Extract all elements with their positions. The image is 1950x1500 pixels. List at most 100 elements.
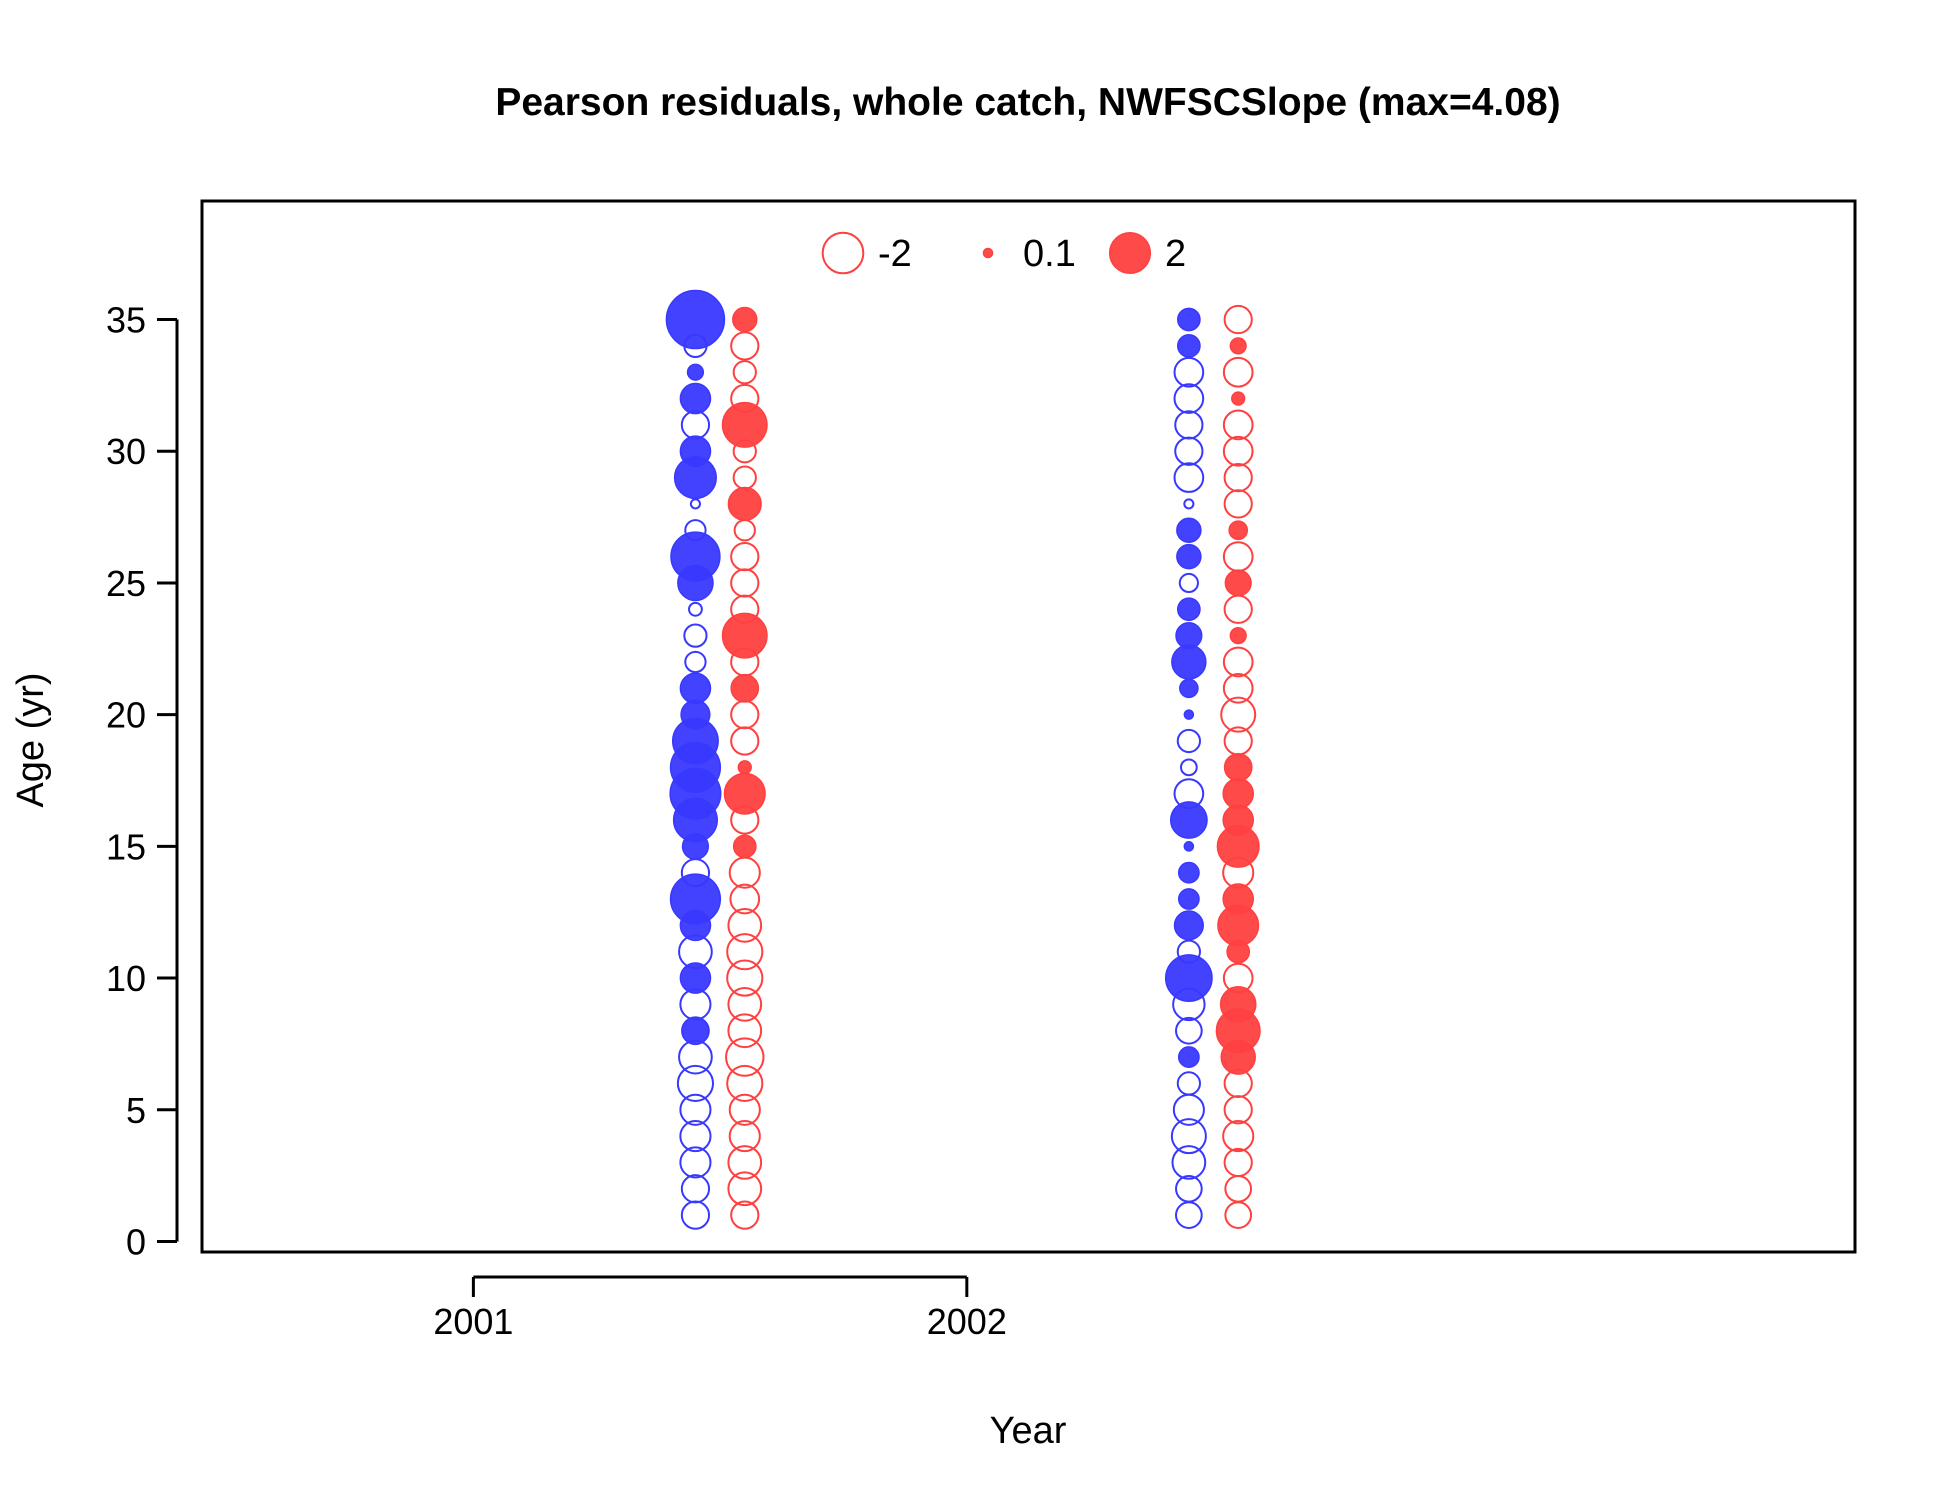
y-tick-label: 25 bbox=[106, 563, 146, 604]
y-tick-label: 5 bbox=[126, 1090, 146, 1131]
male-residual-point bbox=[1223, 304, 1253, 335]
male-residual-point bbox=[721, 401, 768, 448]
male-residual-point bbox=[730, 1200, 760, 1230]
male-residual-point bbox=[1220, 696, 1257, 733]
male-residual-point bbox=[727, 987, 763, 1022]
male-residual-point bbox=[726, 1064, 764, 1103]
male-residual-point bbox=[1222, 962, 1254, 994]
female-residual-point bbox=[1180, 758, 1198, 777]
female-residual-point bbox=[1176, 597, 1201, 622]
female-residual-point bbox=[1176, 939, 1201, 964]
male-residual-point bbox=[1223, 462, 1253, 493]
male-residual-point bbox=[728, 1093, 761, 1126]
female-residual-point bbox=[670, 531, 721, 582]
male-residual-point bbox=[1222, 777, 1255, 810]
male-residual-point bbox=[728, 1120, 761, 1153]
male-residual-point bbox=[1229, 627, 1247, 645]
y-axis-label: Age (yr) bbox=[10, 672, 52, 807]
female-residual-point bbox=[1173, 356, 1205, 388]
male-residual-point bbox=[1223, 726, 1253, 756]
male-residual-point bbox=[721, 612, 768, 659]
female-residual-point bbox=[1176, 517, 1202, 544]
legend-symbol bbox=[1108, 231, 1152, 275]
male-residual-point bbox=[1223, 489, 1253, 519]
male-residual-point bbox=[1231, 391, 1246, 406]
male-residual-point bbox=[730, 331, 760, 361]
female-residual-point bbox=[680, 699, 711, 730]
female-residual-point bbox=[1179, 678, 1199, 699]
female-residual-point bbox=[669, 873, 722, 925]
male-residual-point bbox=[727, 486, 762, 522]
male-residual-point bbox=[1222, 646, 1254, 678]
female-residual-point bbox=[1170, 1118, 1207, 1155]
female-residual-point bbox=[1183, 841, 1195, 852]
female-residual-point bbox=[689, 498, 701, 510]
legend-symbol bbox=[821, 231, 865, 275]
female-residual-point bbox=[679, 382, 712, 415]
male-residual-point bbox=[727, 1171, 763, 1207]
y-tick-label: 0 bbox=[126, 1221, 146, 1262]
male-residual-point bbox=[727, 1013, 763, 1049]
male-residual-point bbox=[737, 760, 752, 775]
male-residual-point bbox=[1229, 337, 1247, 355]
male-residual-point bbox=[1223, 594, 1253, 624]
male-residual-point bbox=[730, 568, 760, 598]
female-residual-point bbox=[679, 1146, 712, 1179]
female-residual-point bbox=[1176, 1071, 1201, 1096]
female-residual-point bbox=[688, 601, 703, 617]
legend-symbol bbox=[982, 247, 994, 259]
female-residual-point bbox=[683, 623, 708, 648]
male-residual-point bbox=[726, 959, 764, 997]
female-residual-point bbox=[679, 1093, 712, 1126]
male-residual-point bbox=[1224, 1201, 1253, 1229]
plot-frame bbox=[200, 199, 1857, 1254]
female-residual-point bbox=[679, 1120, 712, 1153]
male-residual-point bbox=[732, 360, 757, 385]
female-residual-point bbox=[1177, 861, 1200, 884]
x-axis-label: Year bbox=[990, 1410, 1067, 1452]
male-residual-point bbox=[727, 1145, 763, 1180]
female-residual-point bbox=[680, 1200, 711, 1230]
female-residual-point bbox=[686, 363, 705, 381]
y-tick-label: 35 bbox=[106, 300, 146, 341]
male-residual-point bbox=[729, 883, 761, 915]
female-residual-point bbox=[679, 435, 712, 468]
male-residual-point bbox=[1222, 883, 1255, 915]
legend-label: 2 bbox=[1165, 233, 1186, 275]
female-residual-point bbox=[1173, 910, 1204, 941]
female-residual-point bbox=[1173, 778, 1205, 810]
x-axis: 2001 2002 bbox=[433, 1275, 1007, 1342]
legend: -2 0.1 2 bbox=[821, 231, 1186, 275]
female-residual-point bbox=[1175, 1016, 1203, 1045]
female-residual-point bbox=[1176, 543, 1202, 570]
female-residual-point bbox=[1171, 1145, 1207, 1180]
male-residual-point bbox=[730, 541, 760, 572]
y-tick-label: 15 bbox=[106, 826, 146, 867]
male-residual-point bbox=[726, 933, 764, 971]
male-residual-point bbox=[1223, 752, 1253, 782]
male-residual-point bbox=[730, 726, 760, 756]
female-residual-point bbox=[680, 410, 711, 440]
male-residual-point bbox=[1222, 409, 1254, 441]
female-residual-point bbox=[1177, 1046, 1200, 1068]
male-residual-point bbox=[1224, 569, 1252, 597]
male-residual-point bbox=[1223, 1095, 1253, 1125]
female-residual-point bbox=[676, 1064, 715, 1103]
female-residual-point bbox=[1175, 622, 1203, 650]
legend-label: -2 bbox=[878, 233, 912, 275]
male-residual-point bbox=[730, 700, 760, 730]
male-residual-point bbox=[727, 908, 763, 943]
male-residual-point bbox=[732, 465, 757, 490]
female-residual-point bbox=[681, 1016, 710, 1046]
male-residual-point bbox=[732, 306, 758, 333]
female-residual-point bbox=[679, 962, 712, 994]
female-residual-point bbox=[1169, 801, 1208, 839]
male-residual-point bbox=[1222, 1120, 1255, 1153]
female-residual-point bbox=[678, 1039, 713, 1075]
female-residual-point bbox=[684, 519, 707, 542]
female-residual-point bbox=[680, 1174, 711, 1204]
male-residual-point bbox=[1219, 986, 1257, 1023]
legend-label: 0.1 bbox=[1023, 233, 1076, 275]
female-residual-point bbox=[679, 672, 712, 705]
